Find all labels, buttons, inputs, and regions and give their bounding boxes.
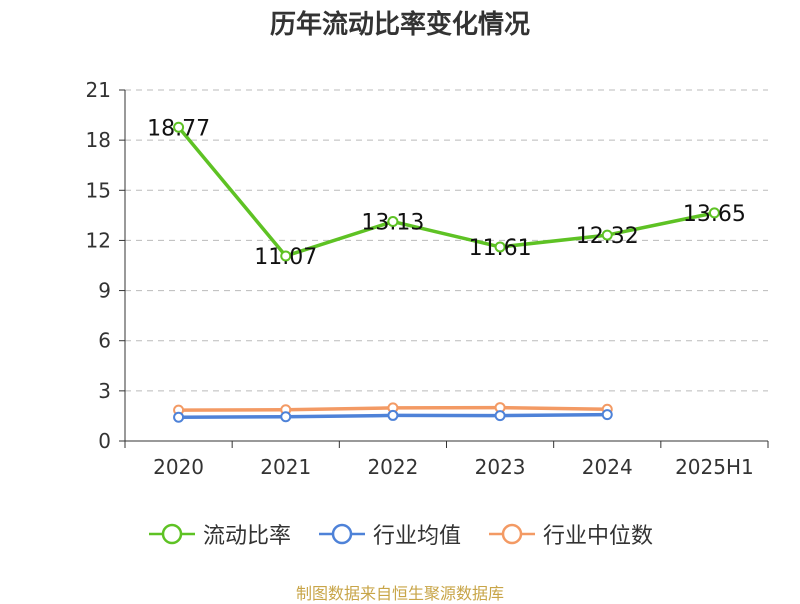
chart-title: 历年流动比率变化情况: [269, 10, 530, 40]
series-line-0: [177, 126, 715, 258]
data-point-0: [494, 241, 506, 253]
x-tick-label: 2023: [475, 455, 526, 479]
data-label: 11.07: [254, 245, 317, 270]
x-tick-label: 2025H1: [675, 455, 754, 479]
data-label: 12.32: [576, 224, 639, 249]
data-point-0: [280, 250, 292, 262]
y-tick-label: 21: [86, 78, 111, 102]
x-tick-label: 2022: [367, 455, 418, 479]
data-point-1: [280, 411, 292, 423]
legend-label-industry-avg: 行业均值: [372, 524, 461, 549]
y-tick-label: 3: [98, 379, 111, 403]
legend-marker-industry-avg: [318, 523, 365, 545]
x-tick-label: 2021: [260, 455, 311, 479]
x-tick-label: 2020: [153, 455, 204, 479]
y-tick-label: 6: [98, 329, 111, 353]
legend-item-industry-median[interactable]: 行业中位数: [487, 518, 653, 550]
data-point-0: [708, 207, 720, 219]
y-tick-label: 0: [98, 429, 111, 453]
data-point-1: [173, 411, 185, 423]
data-point-0: [601, 229, 613, 241]
legend-label-industry-median: 行业中位数: [543, 524, 654, 549]
legend-marker-current-ratio: [148, 523, 195, 545]
y-tick-label: 9: [98, 279, 111, 303]
data-point-1: [601, 409, 613, 421]
data-label: 13.13: [361, 211, 424, 236]
legend-label-current-ratio: 流动比率: [202, 524, 291, 549]
y-tick-label: 15: [86, 178, 111, 202]
data-label: 18.77: [147, 116, 210, 141]
legend-item-current-ratio[interactable]: 流动比率: [147, 518, 291, 550]
legend: 流动比率 行业均值 行业中位数: [0, 518, 800, 550]
data-source-note: 制图数据来自恒生聚源数据库: [295, 584, 504, 603]
legend-marker-industry-median: [489, 523, 535, 545]
data-label: 13.65: [683, 202, 746, 227]
y-tick-label: 18: [86, 128, 111, 152]
x-tick-label: 2024: [582, 455, 633, 479]
data-point-0: [387, 216, 399, 228]
legend-item-industry-avg[interactable]: 行业均值: [317, 518, 461, 550]
data-label: 11.61: [469, 236, 532, 261]
y-tick-label: 12: [86, 228, 111, 252]
data-point-1: [387, 409, 399, 421]
data-point-0: [173, 121, 185, 133]
data-point-1: [494, 410, 506, 422]
